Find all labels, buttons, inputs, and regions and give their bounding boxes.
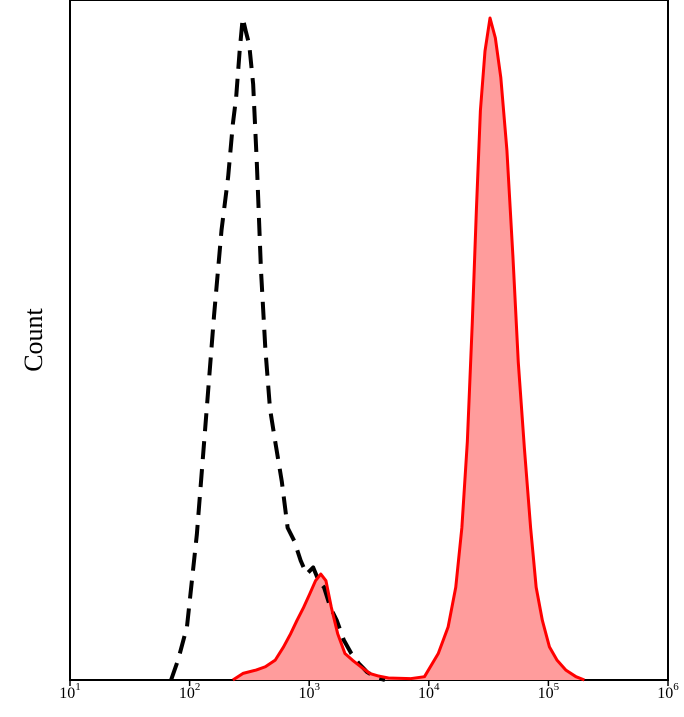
x-tick-label-5: 105 <box>538 681 560 702</box>
series-2-area <box>232 18 585 680</box>
x-tick-label-6: 106 <box>657 681 679 702</box>
series-layer <box>169 16 585 682</box>
series-1-line <box>169 16 386 682</box>
y-axis-label: Count <box>19 307 48 371</box>
x-tick-label-3: 103 <box>298 681 320 702</box>
series-2-line <box>232 16 585 682</box>
x-tick-label-4: 104 <box>418 681 440 702</box>
x-tick-label-2: 102 <box>179 681 201 702</box>
x-axis: 101 102 103 104 105 106 <box>59 680 679 702</box>
plot-area <box>70 0 668 680</box>
x-tick-label-1: 101 <box>59 681 81 702</box>
